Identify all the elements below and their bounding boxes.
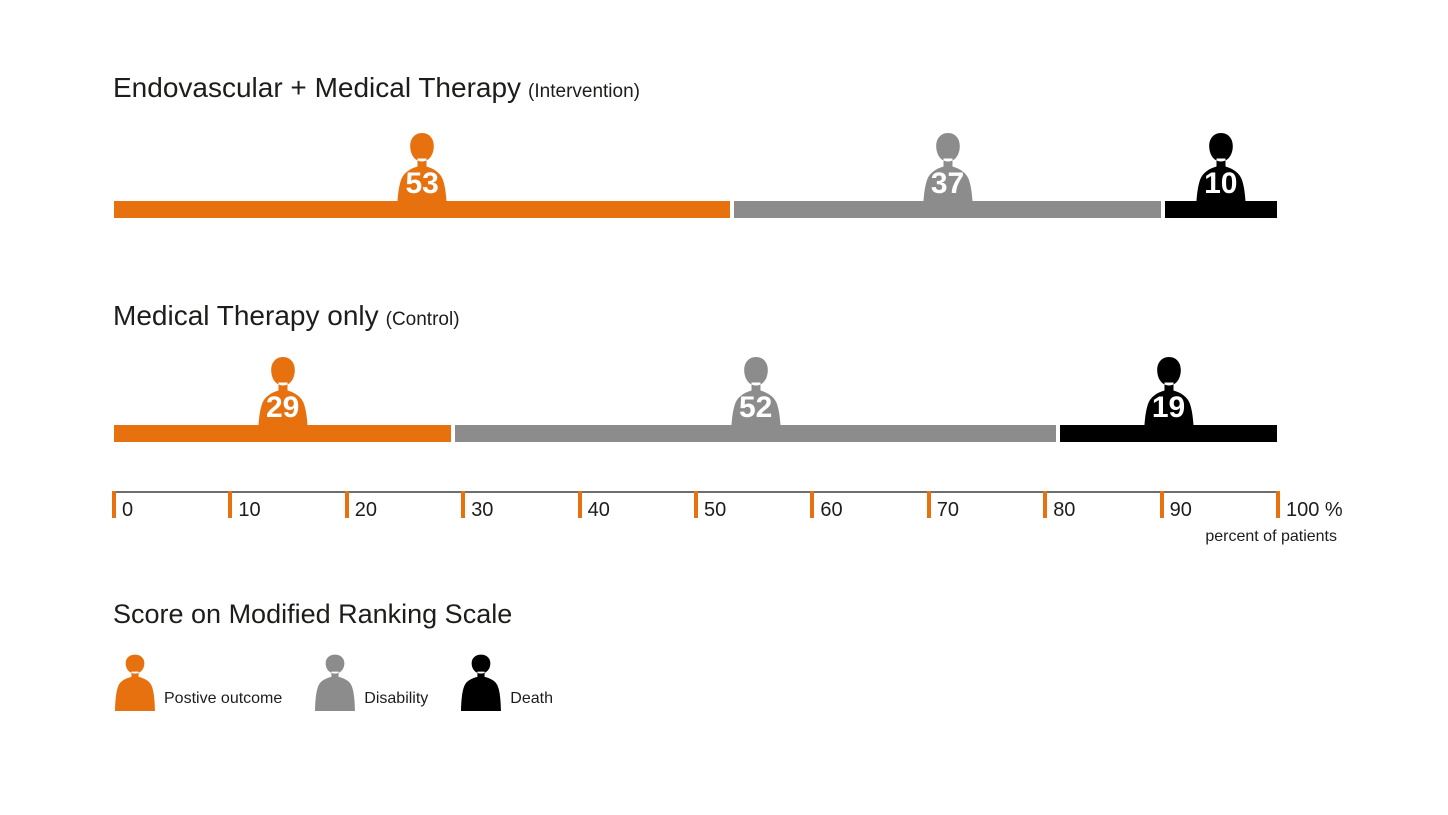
person-silhouette [115, 654, 155, 711]
x-axis: 0 10 20 30 40 50 60 70 80 90 100 % perce… [112, 491, 1343, 553]
axis-tick-label: 0 [122, 499, 134, 521]
group-title-text: Medical Therapy only [113, 300, 379, 331]
tick-mark [810, 491, 815, 518]
legend-item-death: Death [458, 654, 553, 711]
tick-mark [344, 491, 349, 518]
segment-value: 53 [405, 167, 439, 200]
person-icon: 10 [1192, 132, 1250, 218]
segment-death: 19 [1056, 357, 1277, 442]
axis-tick-label: 100 % [1286, 499, 1343, 521]
axis-tick-label: 70 [936, 499, 960, 521]
tick-mark [461, 491, 466, 518]
segment-death: 10 [1160, 133, 1277, 218]
legend-item-positive-outcome: Postive outcome [112, 654, 282, 711]
tick-mark [694, 491, 698, 518]
group-title-text: Endovascular + Medical Therapy [113, 72, 522, 103]
segment-positive-outcome: 29 [114, 357, 452, 442]
axis-tick-label: 50 [704, 499, 727, 521]
legend-label: Postive outcome [164, 690, 283, 707]
person-icon: 37 [919, 132, 977, 218]
person-icon [458, 654, 504, 711]
axis-tick-label: 90 [1169, 499, 1192, 521]
person-silhouette [730, 357, 781, 442]
segment-disability: 37 [730, 133, 1161, 218]
segment-value: 19 [1151, 391, 1186, 424]
person-silhouette [315, 654, 356, 711]
person-icon [112, 654, 158, 711]
tick-mark [577, 491, 582, 518]
group-title-control: Medical Therapy only (Control) [113, 300, 460, 332]
person-silhouette [396, 133, 448, 218]
person-icon: 29 [254, 356, 312, 442]
chart-title: Score on Modified Ranking Scale [113, 599, 513, 629]
segment-positive-outcome: 53 [114, 133, 731, 218]
axis-tick-label: 20 [354, 499, 378, 521]
person-icon: 19 [1140, 356, 1198, 442]
person-silhouette [461, 654, 502, 711]
axis-tick-label: 10 [238, 499, 261, 521]
legend: Postive outcome Disability Death [112, 654, 583, 711]
axis-caption: percent of patients [1205, 528, 1337, 545]
person-icon [312, 654, 358, 711]
tick-mark [228, 491, 233, 518]
legend-label: Disability [364, 690, 429, 707]
segment-value: 52 [738, 391, 773, 424]
person-icon: 53 [393, 132, 451, 218]
tick-mark [926, 491, 931, 518]
tick-mark [1043, 491, 1048, 518]
group-title-intervention: Endovascular + Medical Therapy (Intervent… [113, 72, 640, 104]
stacked-bar-control: 29 52 19 [114, 356, 1277, 442]
person-silhouette [922, 133, 973, 218]
group-subtitle: (Intervention) [528, 81, 640, 102]
axis-tick-label: 30 [471, 499, 494, 521]
tick-mark [112, 491, 116, 518]
segment-disability: 52 [451, 357, 1057, 442]
legend-item-disability: Disability [312, 654, 428, 711]
person-silhouette [1143, 357, 1194, 442]
axis-tick-label: 60 [820, 499, 843, 521]
tick-mark [1276, 491, 1280, 518]
tick-mark [1159, 491, 1164, 518]
segment-value: 29 [265, 391, 300, 424]
axis-tick-label: 40 [587, 499, 610, 521]
bar-control: 29 52 19 [114, 357, 1277, 442]
person-icon: 52 [727, 356, 785, 442]
axis-tick-label: 80 [1053, 499, 1076, 521]
bar-intervention: 53 37 10 [114, 133, 1277, 218]
group-subtitle: (Control) [385, 309, 460, 330]
person-silhouette [1195, 133, 1247, 218]
legend-label: Death [510, 690, 553, 707]
segment-value: 10 [1204, 167, 1238, 200]
segment-value: 37 [930, 167, 965, 200]
person-silhouette [257, 357, 308, 442]
stacked-bar-intervention: 53 37 10 [114, 132, 1277, 218]
